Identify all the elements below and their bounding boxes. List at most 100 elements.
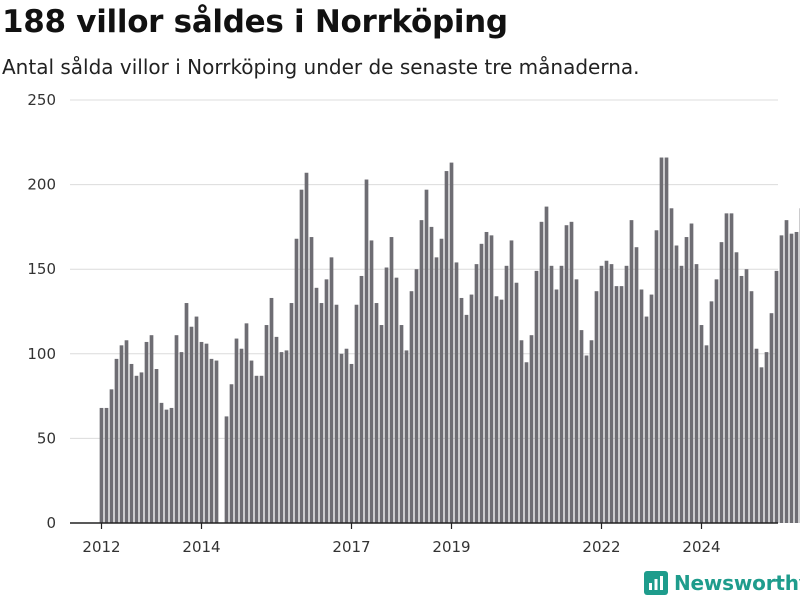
bar (124, 340, 129, 523)
bar (669, 208, 674, 523)
bar (614, 286, 619, 523)
bar (364, 179, 369, 524)
bar (549, 265, 554, 523)
bar (424, 189, 429, 523)
bar (169, 407, 174, 523)
x-tick-label: 2012 (82, 538, 120, 556)
bar (564, 225, 569, 523)
bar (689, 223, 694, 524)
bar (604, 260, 609, 523)
bar (339, 353, 344, 523)
bar (589, 340, 594, 523)
bar (329, 257, 334, 523)
bar (749, 291, 754, 523)
bar (429, 226, 434, 523)
bar (379, 325, 384, 523)
bar (319, 303, 324, 523)
chart-title: 188 villor såldes i Norrköping (2, 4, 508, 40)
bar (559, 265, 564, 523)
bars (99, 157, 800, 524)
bar (394, 277, 399, 523)
bar (594, 291, 599, 523)
bar (439, 238, 444, 523)
bar (309, 237, 314, 523)
bar (449, 162, 454, 523)
bar (174, 335, 179, 523)
bar (789, 233, 794, 523)
bar (754, 348, 759, 523)
bar (314, 287, 319, 523)
bar (269, 297, 274, 523)
bar (294, 238, 299, 523)
x-tick-label: 2024 (682, 538, 720, 556)
bar (259, 375, 264, 523)
bar (649, 294, 654, 523)
bar (109, 389, 114, 523)
y-tick-label: 50 (37, 429, 56, 447)
bar (229, 384, 234, 523)
bar (359, 275, 364, 523)
bar (714, 279, 719, 523)
y-tick-label: 200 (27, 176, 56, 194)
x-tick-label: 2014 (182, 538, 220, 556)
bar (644, 316, 649, 523)
bar (509, 240, 514, 523)
bar (249, 360, 254, 523)
bar (204, 343, 209, 523)
bar (599, 265, 604, 523)
bar (134, 375, 139, 523)
bar (654, 230, 659, 523)
bar (519, 340, 524, 523)
x-tick-label: 2017 (332, 538, 370, 556)
bar (729, 213, 734, 523)
bar (634, 247, 639, 524)
bar (639, 289, 644, 523)
bar (584, 355, 589, 523)
bar (284, 350, 289, 523)
bar (774, 270, 779, 523)
bar (724, 213, 729, 523)
bar (334, 304, 339, 523)
bar (764, 352, 769, 523)
bar (474, 264, 479, 523)
bar (794, 231, 799, 523)
bar (239, 348, 244, 523)
bar (664, 157, 669, 523)
bar (354, 304, 359, 523)
bar (154, 369, 159, 523)
bar (129, 363, 134, 523)
bar (299, 189, 304, 523)
bar (504, 265, 509, 523)
bar (569, 221, 574, 523)
bar (434, 257, 439, 523)
bar (254, 375, 259, 523)
bar (289, 303, 294, 523)
bar (779, 235, 784, 524)
bar (489, 235, 494, 524)
bar (479, 243, 484, 523)
bar (694, 264, 699, 523)
bar (374, 303, 379, 523)
y-tick-label: 100 (27, 345, 56, 363)
bar (119, 345, 124, 523)
bar (514, 282, 519, 523)
bar (159, 402, 164, 523)
bar (414, 269, 419, 523)
bar (304, 172, 309, 524)
bar (139, 372, 144, 523)
bar (444, 171, 449, 523)
bar (579, 330, 584, 523)
bar (659, 157, 664, 523)
bar (389, 237, 394, 523)
bar (324, 279, 329, 523)
bar (469, 294, 474, 523)
bar (144, 341, 149, 523)
bar (399, 325, 404, 523)
newsworthy-logo[interactable]: Newsworthy (644, 568, 800, 598)
bar (499, 299, 504, 523)
bar (684, 237, 689, 523)
bar (674, 245, 679, 523)
bar (484, 231, 489, 523)
bar (99, 407, 104, 523)
